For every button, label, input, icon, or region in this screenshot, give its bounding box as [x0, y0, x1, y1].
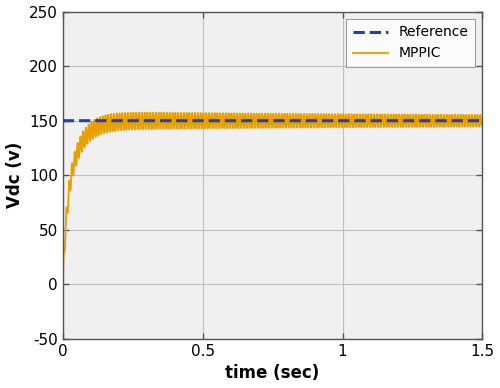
Reference [401, 118, 407, 123]
MPPIC [204, 125, 210, 130]
MPPIC [87, 136, 93, 141]
MPPIC [142, 110, 148, 115]
Legend: Reference, MPPIC: Reference, MPPIC [346, 19, 476, 68]
Reference [243, 118, 249, 123]
Reference [60, 118, 66, 123]
Line: MPPIC: MPPIC [63, 113, 482, 284]
MPPIC [402, 115, 407, 120]
Reference [480, 118, 486, 123]
MPPIC [70, 173, 76, 178]
Reference [204, 118, 210, 123]
Reference [70, 118, 76, 123]
MPPIC [243, 119, 249, 124]
X-axis label: time (sec): time (sec) [226, 364, 320, 383]
Reference [153, 118, 159, 123]
MPPIC [60, 282, 66, 287]
Y-axis label: Vdc (v): Vdc (v) [6, 142, 24, 208]
MPPIC [153, 110, 159, 115]
MPPIC [480, 118, 486, 123]
Reference [87, 118, 93, 123]
